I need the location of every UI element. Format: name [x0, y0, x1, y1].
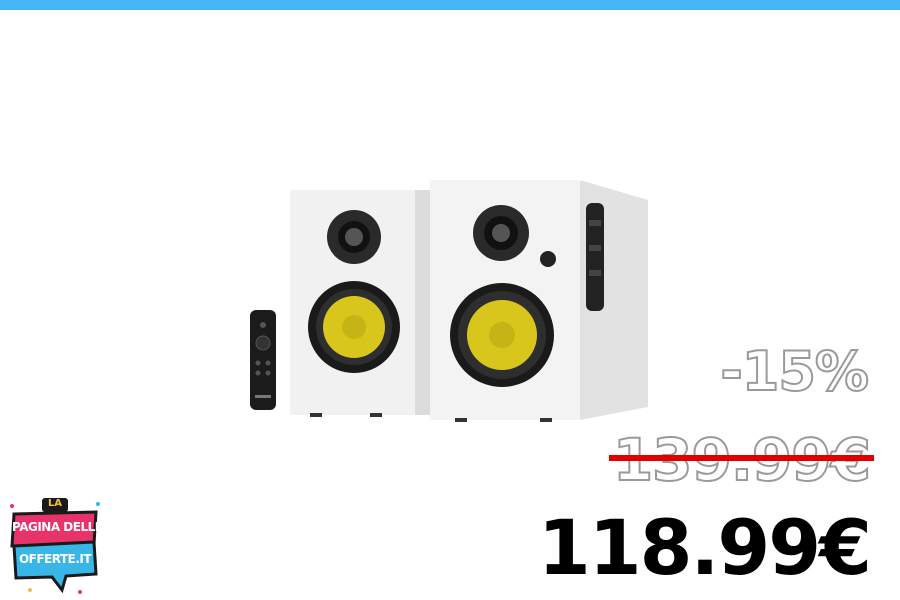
discount-badge: -15% — [719, 339, 870, 404]
product-image — [240, 175, 660, 425]
site-logo[interactable]: LA PAGINA DELLE OFFERTE.IT — [8, 498, 103, 596]
strike-line — [608, 455, 874, 461]
old-price: 139.99€ — [608, 425, 874, 495]
speaker-pair-with-remote-icon — [250, 180, 648, 422]
logo-line1: LA — [47, 498, 63, 509]
logo-badge-icon — [10, 498, 100, 594]
logo-line2: PAGINA DELLE — [12, 520, 103, 534]
top-accent-bar — [0, 0, 900, 10]
new-price: 118.99€ — [537, 503, 872, 592]
logo-line3: OFFERTE.IT — [18, 552, 92, 566]
